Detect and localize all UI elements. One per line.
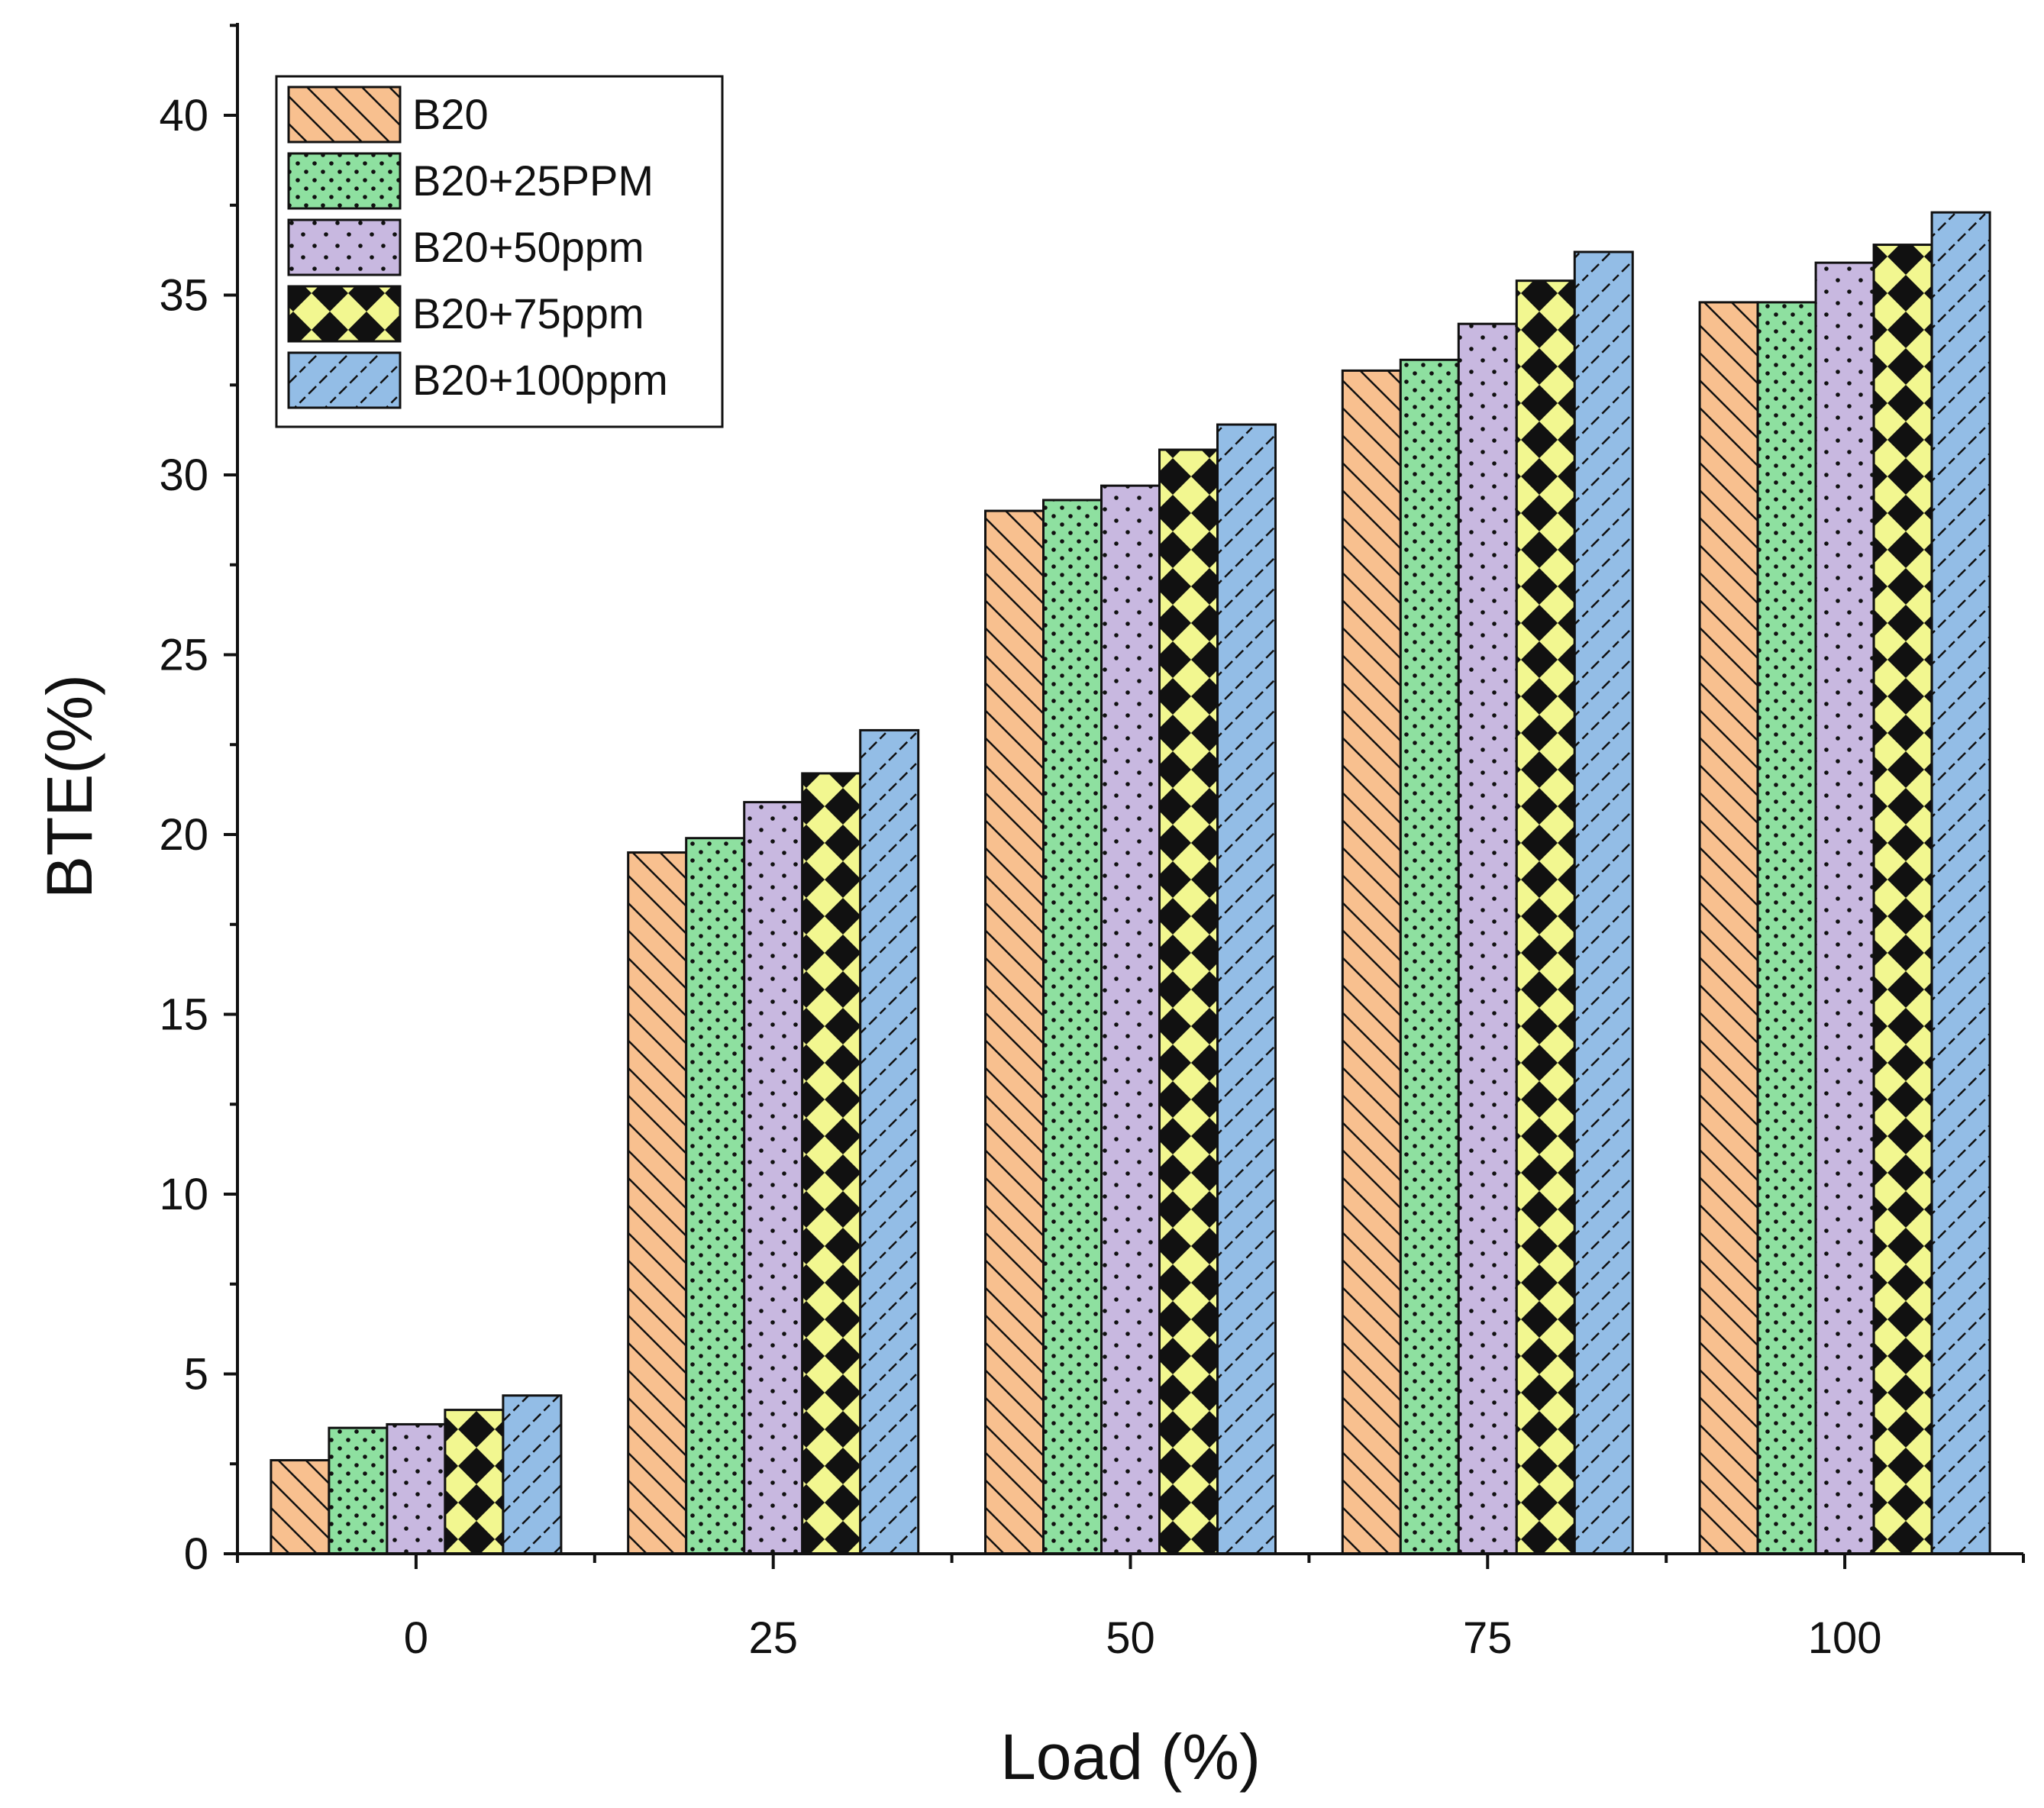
bar-b20-25ppm-load-75 — [1399, 358, 1460, 1555]
y-tick-label: 5 — [184, 1350, 208, 1400]
y-tick-label: 25 — [159, 631, 208, 680]
legend-swatch — [287, 351, 402, 409]
legend-label: B20+25PPM — [412, 157, 654, 205]
bar-b20-25ppm-load-0 — [328, 1426, 389, 1555]
x-tick-label: 0 — [404, 1613, 428, 1663]
bar-b20-100ppm-load-25 — [859, 728, 920, 1555]
bar-b20-75ppm-load-25 — [801, 772, 862, 1555]
x-axis-title: Load (%) — [1000, 1721, 1261, 1793]
bar-b20-load-25 — [627, 851, 688, 1555]
bar-b20-load-50 — [984, 509, 1045, 1555]
legend-label: B20+50ppm — [412, 223, 644, 271]
bar-b20-75ppm-load-75 — [1515, 279, 1576, 1555]
bar-b20-50ppm-load-100 — [1814, 261, 1875, 1555]
bar-b20-load-75 — [1341, 369, 1402, 1555]
y-tick-label: 10 — [159, 1170, 208, 1219]
bar-b20-100ppm-load-50 — [1216, 423, 1277, 1555]
legend-swatch — [287, 285, 402, 343]
ticks-group: 0 5 10 15 20 25 30 35 40 0 25 50 75 100 — [159, 24, 2025, 1663]
bar-b20-load-0 — [270, 1459, 331, 1555]
bar-b20-25ppm-load-50 — [1042, 499, 1103, 1555]
legend-label: B20 — [412, 90, 489, 138]
bar-b20-100ppm-load-0 — [502, 1394, 563, 1555]
bar-b20-50ppm-load-50 — [1100, 484, 1161, 1555]
legend-label: B20+100ppm — [412, 356, 668, 404]
y-tick-label: 35 — [159, 271, 208, 321]
y-tick-label: 0 — [184, 1529, 208, 1579]
bar-b20-75ppm-load-50 — [1158, 448, 1219, 1555]
bar-b20-75ppm-load-0 — [444, 1409, 505, 1555]
legend-swatch — [287, 218, 402, 276]
legend-label: B20+75ppm — [412, 289, 644, 337]
legend: B20 B20+25PPM B20+50ppm B20+75ppm B20+100ppm — [275, 75, 724, 428]
bar-b20-50ppm-load-75 — [1457, 322, 1518, 1555]
x-tick-label: 100 — [1808, 1613, 1882, 1663]
bar-b20-50ppm-load-0 — [386, 1422, 447, 1555]
x-tick-label: 75 — [1463, 1613, 1513, 1663]
bar-b20-25ppm-load-25 — [685, 837, 746, 1555]
y-axis-title: BTE(%) — [34, 674, 105, 899]
bar-b20-75ppm-load-100 — [1872, 244, 1933, 1555]
bar-b20-25ppm-load-100 — [1756, 301, 1817, 1555]
bar-b20-100ppm-load-75 — [1573, 250, 1634, 1555]
y-tick-label: 20 — [159, 810, 208, 860]
y-tick-label: 40 — [159, 91, 208, 140]
bar-b20-100ppm-load-100 — [1930, 211, 1991, 1555]
bars-group — [270, 211, 1991, 1555]
y-tick-label: 15 — [159, 990, 208, 1040]
y-tick-label: 30 — [159, 450, 208, 500]
legend-swatch — [287, 86, 402, 144]
legend-swatch — [287, 152, 402, 210]
x-tick-label: 25 — [748, 1613, 798, 1663]
bar-b20-load-100 — [1698, 301, 1759, 1555]
x-tick-label: 50 — [1106, 1613, 1155, 1663]
bar-b20-50ppm-load-25 — [743, 801, 804, 1555]
